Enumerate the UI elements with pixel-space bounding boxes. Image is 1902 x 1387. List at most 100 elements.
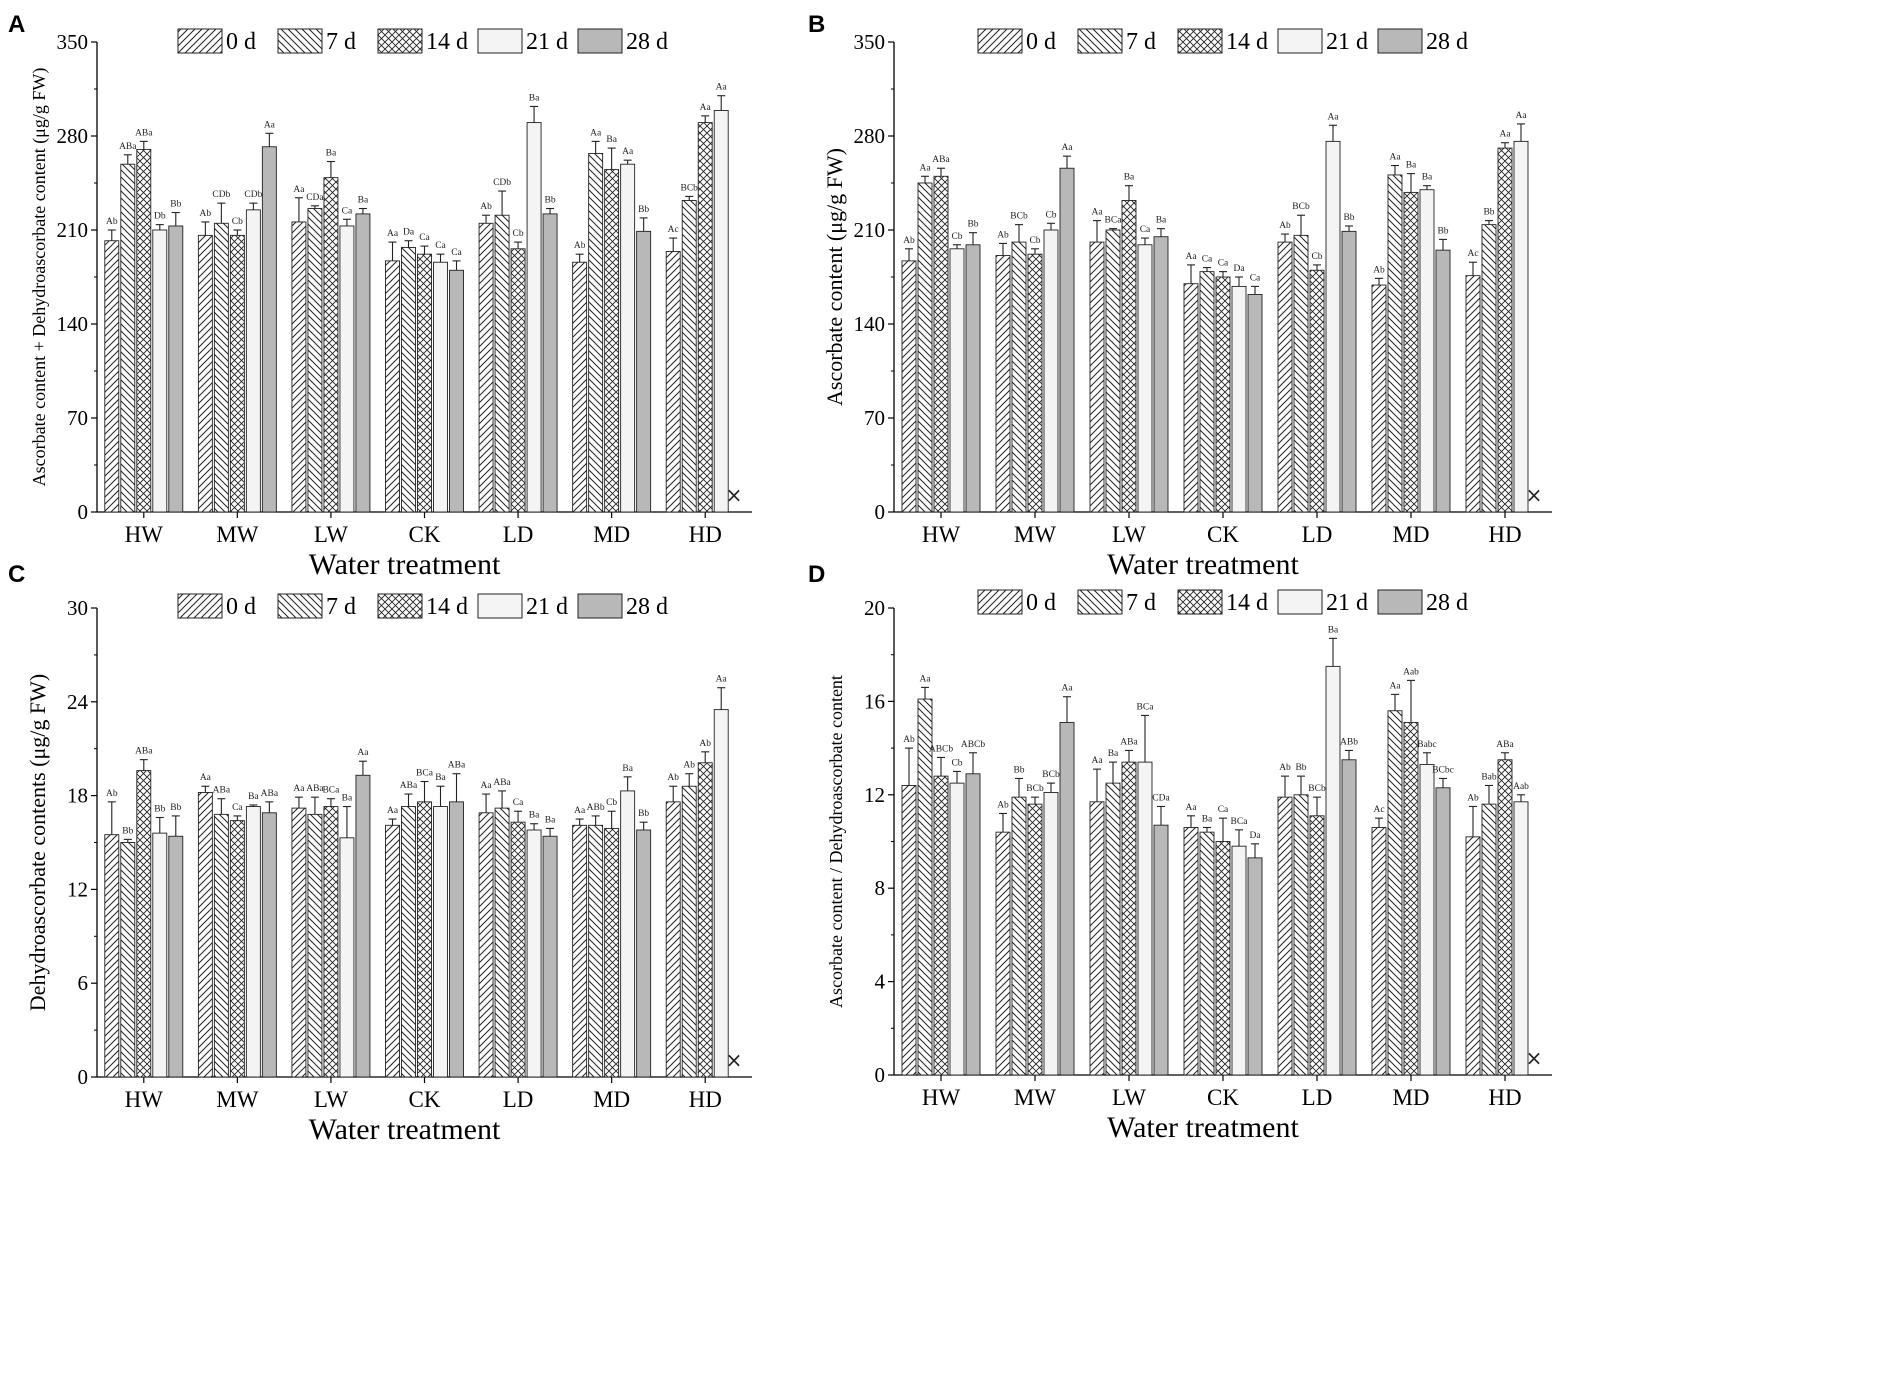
significance-label: ABb <box>1340 737 1358 747</box>
significance-label: Ca <box>1218 805 1229 815</box>
bar <box>1247 294 1263 513</box>
bar <box>1011 241 1027 513</box>
significance-label: Ac <box>1467 249 1478 259</box>
significance-label: CDb <box>493 178 511 188</box>
x-tick-label: MD <box>593 522 630 547</box>
bar <box>1089 801 1105 1076</box>
y-tick-label: 16 <box>864 689 885 713</box>
significance-label: Da <box>403 228 415 238</box>
y-axis-title: Ascorbate content + Dehydroascorbate con… <box>29 68 50 487</box>
panel-letter: C <box>8 561 25 588</box>
panel-letter: D <box>808 561 825 588</box>
bar <box>713 110 729 513</box>
close-mark-icon: × <box>726 483 743 507</box>
bar <box>510 248 526 513</box>
significance-label: Aa <box>700 103 712 113</box>
significance-label: BCa <box>1137 702 1155 712</box>
significance-label: Aab <box>1513 782 1529 792</box>
significance-label: Ab <box>1279 221 1291 231</box>
bar <box>1403 191 1419 513</box>
bar <box>933 775 949 1076</box>
bar <box>588 153 604 513</box>
significance-label: Ba <box>1328 625 1339 635</box>
bar <box>526 829 542 1078</box>
legend-swatch <box>1277 28 1323 54</box>
bar <box>213 813 229 1078</box>
significance-label: Cb <box>606 798 617 808</box>
significance-label: Bb <box>1343 213 1354 223</box>
significance-label: CDb <box>244 190 262 200</box>
significance-label: ABa <box>306 784 324 794</box>
bar <box>1371 284 1387 513</box>
significance-label: Babc <box>1417 740 1437 750</box>
bar <box>995 831 1011 1076</box>
bar <box>1341 230 1357 513</box>
legend-swatch <box>277 593 323 619</box>
significance-label: Ca <box>435 241 446 251</box>
legend-label: 28 d <box>1426 590 1468 616</box>
bar <box>339 225 355 513</box>
bar <box>949 248 965 513</box>
bar <box>1309 269 1325 513</box>
significance-label: Ba <box>1202 814 1213 824</box>
significance-label: Ca <box>1218 259 1229 269</box>
significance-label: ABa <box>135 128 153 138</box>
y-tick-label: 18 <box>67 784 88 808</box>
bar <box>604 827 620 1078</box>
significance-label: Ba <box>529 811 540 821</box>
legend-swatch <box>477 28 523 54</box>
significance-label: Aa <box>200 773 212 783</box>
bar <box>1435 787 1451 1076</box>
bar <box>1325 665 1341 1076</box>
bar <box>636 829 652 1078</box>
significance-label: BCb <box>1010 212 1028 222</box>
bar <box>433 806 448 1078</box>
significance-label: ABa <box>400 781 418 791</box>
significance-label: Ba <box>606 135 617 145</box>
significance-label: BCa <box>416 769 434 779</box>
significance-label: Aa <box>1515 111 1527 121</box>
significance-label: ABa <box>493 778 511 788</box>
legend-swatch <box>177 28 223 54</box>
significance-label: Ca <box>1202 255 1213 265</box>
significance-label: Aa <box>481 781 493 791</box>
y-tick-label: 350 <box>57 30 89 54</box>
significance-label: Aab <box>1403 667 1419 677</box>
legend-label: 28 d <box>626 29 668 55</box>
legend-label: 14 d <box>1226 590 1268 616</box>
bar <box>572 261 588 513</box>
y-tick-label: 30 <box>67 596 88 620</box>
bar <box>1011 796 1027 1076</box>
bar <box>197 792 213 1078</box>
significance-label: Aa <box>622 147 634 157</box>
legend-label: 21 d <box>526 594 568 620</box>
legend-swatch <box>977 589 1023 615</box>
bar <box>620 163 636 513</box>
bar <box>355 774 371 1078</box>
bar <box>526 122 542 513</box>
x-tick-label: MD <box>593 1087 630 1112</box>
bar <box>120 163 136 513</box>
bar <box>1309 815 1325 1076</box>
bar <box>588 824 604 1078</box>
significance-label: Aa <box>716 83 728 93</box>
significance-label: ABb <box>587 803 605 813</box>
legend-label: 7 d <box>326 29 356 55</box>
legend-swatch <box>377 28 423 54</box>
y-tick-label: 4 <box>875 970 886 994</box>
significance-label: Ab <box>480 202 492 212</box>
significance-label: BCb <box>1042 770 1060 780</box>
x-axis-title: Water treatment <box>1107 548 1299 581</box>
bar <box>229 234 245 513</box>
y-tick-label: 280 <box>57 124 89 148</box>
y-tick-label: 140 <box>854 312 886 336</box>
significance-label: Bb <box>967 220 978 230</box>
x-tick-label: MW <box>216 522 258 547</box>
legend-label: 21 d <box>526 29 568 55</box>
bar <box>542 835 558 1078</box>
significance-label: Ab <box>997 800 1009 810</box>
y-tick-label: 70 <box>864 406 885 430</box>
legend-swatch <box>277 28 323 54</box>
x-tick-label: LW <box>314 522 348 547</box>
bar <box>1153 236 1169 513</box>
